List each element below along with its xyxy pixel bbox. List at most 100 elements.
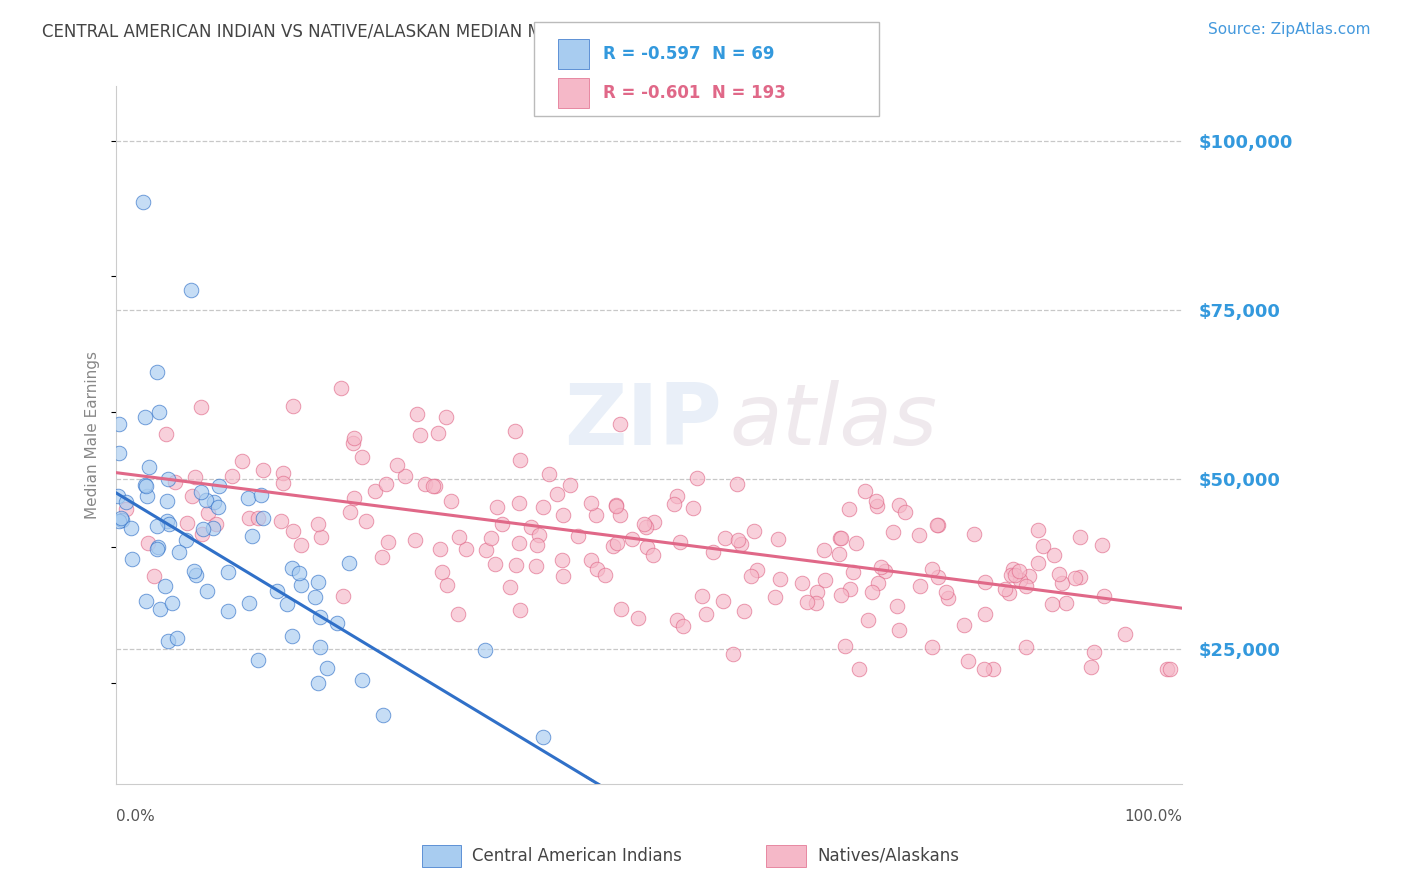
Point [1008,573,1031,587]
Point [509,453,531,467]
Point [167,545,190,559]
Point [856,613,879,627]
Point [307,516,329,531]
Point [531,500,554,514]
Point [138,536,160,550]
Point [325,615,347,630]
Point [727,533,749,547]
Point [290,538,312,552]
Point [270,514,292,528]
Point [304,590,326,604]
Point [385,458,408,472]
Point [252,511,274,525]
Point [176,516,198,530]
Point [134,409,156,424]
Text: Natives/Alaskans: Natives/Alaskans [817,847,959,865]
Point [1091,538,1114,552]
Point [537,467,560,481]
Point [1050,575,1073,590]
Point [281,560,304,574]
Point [266,583,288,598]
Point [702,545,724,559]
Point [252,463,274,477]
Point [842,565,865,579]
Point [371,550,394,565]
Point [157,472,180,486]
Point [866,576,889,591]
Point [1047,566,1070,581]
Point [641,549,664,563]
Point [1159,662,1181,676]
Point [806,585,828,599]
Point [834,639,856,653]
Point [190,400,212,414]
Point [520,519,543,533]
Point [503,425,526,439]
Point [936,591,959,606]
Text: atlas: atlas [730,380,938,463]
Point [217,604,239,618]
Point [145,365,167,379]
Point [605,499,627,513]
Point [271,467,294,481]
Point [110,510,132,524]
Point [184,469,207,483]
Point [163,475,186,489]
Point [1018,569,1040,583]
Point [636,540,658,554]
Point [436,578,458,592]
Point [1069,569,1091,583]
Point [830,531,852,545]
Point [860,585,883,599]
Point [505,558,527,573]
Point [120,520,142,534]
Point [546,487,568,501]
Text: 100.0%: 100.0% [1125,809,1182,824]
Point [610,601,633,615]
Point [281,400,304,414]
Point [848,662,870,676]
Point [114,501,136,516]
Point [740,569,762,583]
Point [730,537,752,551]
Point [434,410,457,425]
Text: R = -0.601  N = 193: R = -0.601 N = 193 [603,84,786,102]
Point [142,569,165,583]
Point [662,497,685,511]
Point [440,494,463,508]
Point [866,500,889,514]
Point [121,551,143,566]
Point [1114,626,1136,640]
Point [1032,539,1054,553]
Point [1026,523,1049,537]
Point [553,568,575,582]
Point [422,478,444,492]
Point [205,516,228,531]
Point [908,579,931,593]
Point [186,567,208,582]
Point [921,562,943,576]
Point [271,476,294,491]
Point [690,590,713,604]
Point [146,540,169,554]
Point [875,564,897,578]
Point [526,538,548,552]
Point [350,450,373,464]
Point [408,427,430,442]
Point [1156,662,1178,676]
Point [190,484,212,499]
Point [1042,548,1064,562]
Point [1001,562,1024,576]
Point [567,529,589,543]
Point [838,582,860,596]
Point [145,519,167,533]
Text: Source: ZipAtlas.com: Source: ZipAtlas.com [1208,22,1371,37]
Point [508,536,530,550]
Point [447,530,470,544]
Point [377,534,399,549]
Point [668,535,690,549]
Point [686,471,709,485]
Point [107,514,129,528]
Point [529,528,551,542]
Point [721,647,744,661]
